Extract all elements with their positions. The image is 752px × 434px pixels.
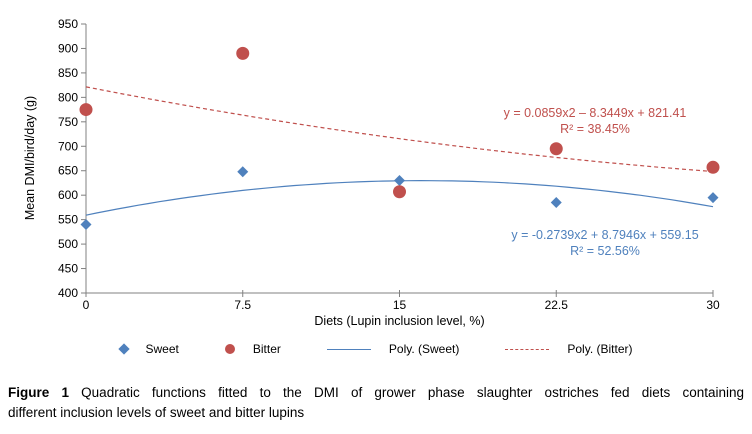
svg-text:700: 700 <box>58 139 78 153</box>
dashed-line-icon <box>505 348 550 350</box>
svg-text:450: 450 <box>58 262 78 276</box>
legend-label: Sweet <box>145 342 179 356</box>
svg-text:30: 30 <box>706 298 720 312</box>
svg-text:750: 750 <box>58 115 78 129</box>
svg-text:950: 950 <box>58 17 78 31</box>
y-axis-title: Mean DMI/bird/day (g) <box>23 95 37 221</box>
caption-line-2: different inclusion levels of sweet and … <box>8 404 305 420</box>
svg-text:500: 500 <box>58 237 78 251</box>
legend-label: Bitter <box>252 342 281 356</box>
scatter-chart: 400 450 500 550 600 650 700 750 800 850 900 950 0 7.5… <box>23 17 752 328</box>
solid-line-icon <box>326 348 371 350</box>
equation-text-bitter: y = 0.0859x2 – 8.3449x + 821.41 <box>503 106 687 120</box>
legend-item-poly-sweet: Poly. (Sweet) <box>326 342 460 356</box>
svg-text:900: 900 <box>58 41 78 55</box>
svg-text:650: 650 <box>58 164 78 178</box>
svg-text:0: 0 <box>83 298 90 312</box>
svg-text:15: 15 <box>393 298 407 312</box>
svg-text:400: 400 <box>58 286 78 300</box>
trendline-equation-bitter: y = 0.0859x2 – 8.3449x + 821.41 R² = 38.… <box>435 106 752 137</box>
legend-item-poly-bitter: Poly. (Bitter) <box>505 342 632 356</box>
svg-text:22.5: 22.5 <box>545 298 569 312</box>
legend-label: Poly. (Sweet) <box>388 342 460 356</box>
svg-text:850: 850 <box>58 66 78 80</box>
caption-text: Quadratic functions fitted to the DMI of… <box>81 385 744 400</box>
legend-item-bitter: Bitter <box>224 342 281 356</box>
caption-line-1: Figure 1 Quadratic functions fitted to t… <box>8 383 744 403</box>
trendline-equation-sweet: y = -0.2739x2 + 8.7946x + 559.15 R² = 52… <box>445 228 752 259</box>
r-squared-sweet: R² = 52.56% <box>570 243 640 258</box>
plot-area: 400 450 500 550 600 650 700 750 800 850 900 950 0 7.5… <box>58 17 720 312</box>
svg-text:7.5: 7.5 <box>234 298 251 312</box>
legend-item-sweet: Sweet <box>117 342 179 356</box>
svg-text:800: 800 <box>58 90 78 104</box>
svg-text:550: 550 <box>58 213 78 227</box>
x-axis-title: Diets (Lupin inclusion level, %) <box>314 314 485 328</box>
circle-marker-icon <box>224 344 235 354</box>
equation-text-sweet: y = -0.2739x2 + 8.7946x + 559.15 <box>511 228 699 242</box>
legend-label: Poly. (Bitter) <box>567 342 633 356</box>
figure-caption: Figure 1 Quadratic functions fitted to t… <box>8 383 744 422</box>
chart-legend: Sweet Bitter Poly. (Sweet) Poly. (Bitter… <box>0 342 752 356</box>
diamond-marker-icon <box>117 343 130 355</box>
r-squared-bitter: R² = 38.45% <box>560 121 630 136</box>
caption-label: Figure 1 <box>8 385 69 400</box>
svg-text:600: 600 <box>58 188 78 202</box>
